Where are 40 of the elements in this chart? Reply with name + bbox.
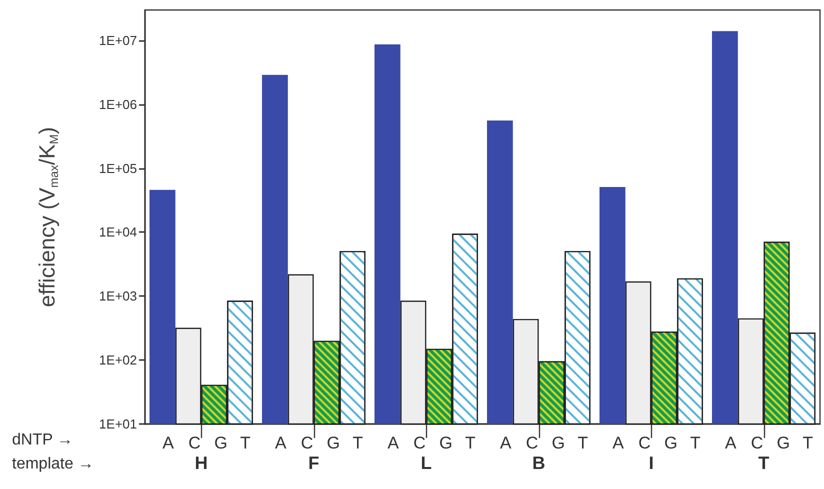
y-tick-label: 1E+05 <box>99 160 137 176</box>
y-tick-label: 1E+04 <box>99 224 137 240</box>
y-tick-label: 1E+02 <box>99 352 137 368</box>
x-tick-label: F <box>308 453 320 473</box>
x-axis-title: template → <box>12 456 94 472</box>
series-label: A <box>162 434 174 452</box>
text: T <box>690 434 700 452</box>
text: A <box>274 434 286 452</box>
text: C <box>638 434 651 452</box>
text: A <box>500 434 512 452</box>
series-label: C <box>188 434 201 452</box>
text: A <box>612 434 624 452</box>
x-tick-label: T <box>758 453 770 473</box>
y-tick-label: 1E+03 <box>99 288 137 304</box>
text: G <box>326 434 340 452</box>
series-label: T <box>240 434 250 452</box>
text: G <box>776 434 790 452</box>
text: dNTP → <box>12 432 74 448</box>
text: A <box>724 434 736 452</box>
x-tick-label: L <box>420 453 432 473</box>
text: T <box>465 434 476 452</box>
y-axis-title: efficiency (Vmax/KM) <box>34 126 61 308</box>
text: C <box>750 434 764 452</box>
text: T <box>802 434 813 452</box>
text: C <box>413 434 426 452</box>
text: A <box>387 434 399 452</box>
x-tick-label: I <box>648 453 654 473</box>
y-tick-label: 1E+06 <box>99 96 137 112</box>
series-label: G <box>214 434 228 452</box>
text: G <box>664 434 678 452</box>
y-tick-label: 1E+07 <box>99 32 137 48</box>
text: T <box>578 434 588 452</box>
x-tick-label: B <box>532 453 546 473</box>
text: G <box>552 434 565 452</box>
text: C <box>300 434 314 452</box>
x-tick-label: H <box>194 453 208 473</box>
text: G <box>439 434 452 452</box>
y-tick-label: 1E+01 <box>99 416 137 432</box>
text: C <box>526 434 538 452</box>
text: T <box>352 434 363 452</box>
